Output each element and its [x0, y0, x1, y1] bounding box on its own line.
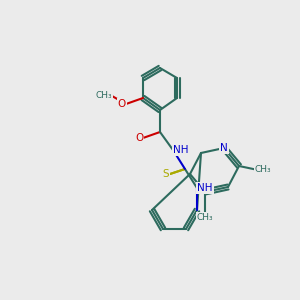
Text: NH: NH — [173, 145, 189, 155]
Text: CH₃: CH₃ — [197, 212, 213, 221]
Text: N: N — [220, 143, 228, 153]
Text: S: S — [163, 169, 169, 179]
Text: O: O — [118, 99, 126, 109]
Text: O: O — [135, 133, 143, 143]
Text: CH₃: CH₃ — [96, 92, 112, 100]
Text: CH₃: CH₃ — [255, 166, 271, 175]
Text: NH: NH — [197, 183, 213, 193]
